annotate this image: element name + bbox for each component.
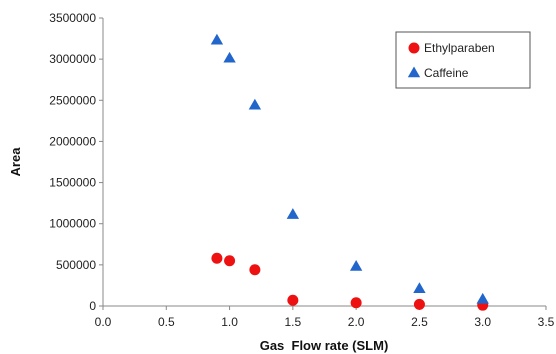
legend: Ethylparaben Caffeine <box>395 31 531 89</box>
y-ticks: 0 500000 1000000 1500000 2000000 2500000 30000… <box>49 11 103 313</box>
legend-caffeine-label: Caffeine <box>424 66 469 80</box>
y-tick-label: 2000000 <box>49 134 96 148</box>
caffeine-point <box>476 292 489 304</box>
axes <box>102 18 546 307</box>
caffeine-point <box>248 98 262 110</box>
x-tick-label: 3.0 <box>474 315 491 329</box>
caffeine-point <box>223 51 236 63</box>
y-tick-label: 3000000 <box>49 52 96 66</box>
caffeine-point <box>210 33 224 45</box>
ethylparaben-point <box>413 298 425 310</box>
legend-box <box>395 31 531 89</box>
ethylparaben-point <box>224 255 236 267</box>
caffeine-point <box>413 282 426 293</box>
caffeine-point <box>349 260 363 271</box>
x-tick-label: 2.5 <box>411 315 428 329</box>
ethylparaben-point <box>249 264 261 276</box>
y-tick-label: 3500000 <box>49 11 96 25</box>
legend-ethylparaben-marker <box>408 42 420 54</box>
x-tick-label: 3.5 <box>538 315 555 329</box>
y-tick-label: 0 <box>89 299 96 313</box>
x-tick-label: 0.0 <box>95 315 112 329</box>
ethylparaben-point <box>287 294 299 306</box>
legend-ethylparaben-label: Ethylparaben <box>424 41 495 55</box>
x-tick-label: 1.5 <box>285 315 302 329</box>
x-tick-label: 0.5 <box>158 315 175 329</box>
data-points <box>210 33 489 311</box>
x-tick-label: 2.0 <box>348 315 365 329</box>
x-tick-label: 1.0 <box>221 315 238 329</box>
ethylparaben-point <box>350 297 362 309</box>
ethylparaben-point <box>211 252 223 264</box>
y-tick-label: 500000 <box>56 258 96 272</box>
x-axis-title: Gas Flow rate (SLM) <box>260 338 389 353</box>
legend-caffeine-marker <box>407 66 421 78</box>
x-ticks: 0.0 0.5 1.0 1.5 2.0 2.5 3.0 3.5 <box>95 306 555 329</box>
caffeine-point <box>286 208 300 219</box>
y-axis-title: Area <box>8 147 23 177</box>
y-tick-label: 2500000 <box>49 93 96 107</box>
y-tick-label: 1500000 <box>49 176 96 190</box>
y-tick-label: 1000000 <box>49 217 96 231</box>
